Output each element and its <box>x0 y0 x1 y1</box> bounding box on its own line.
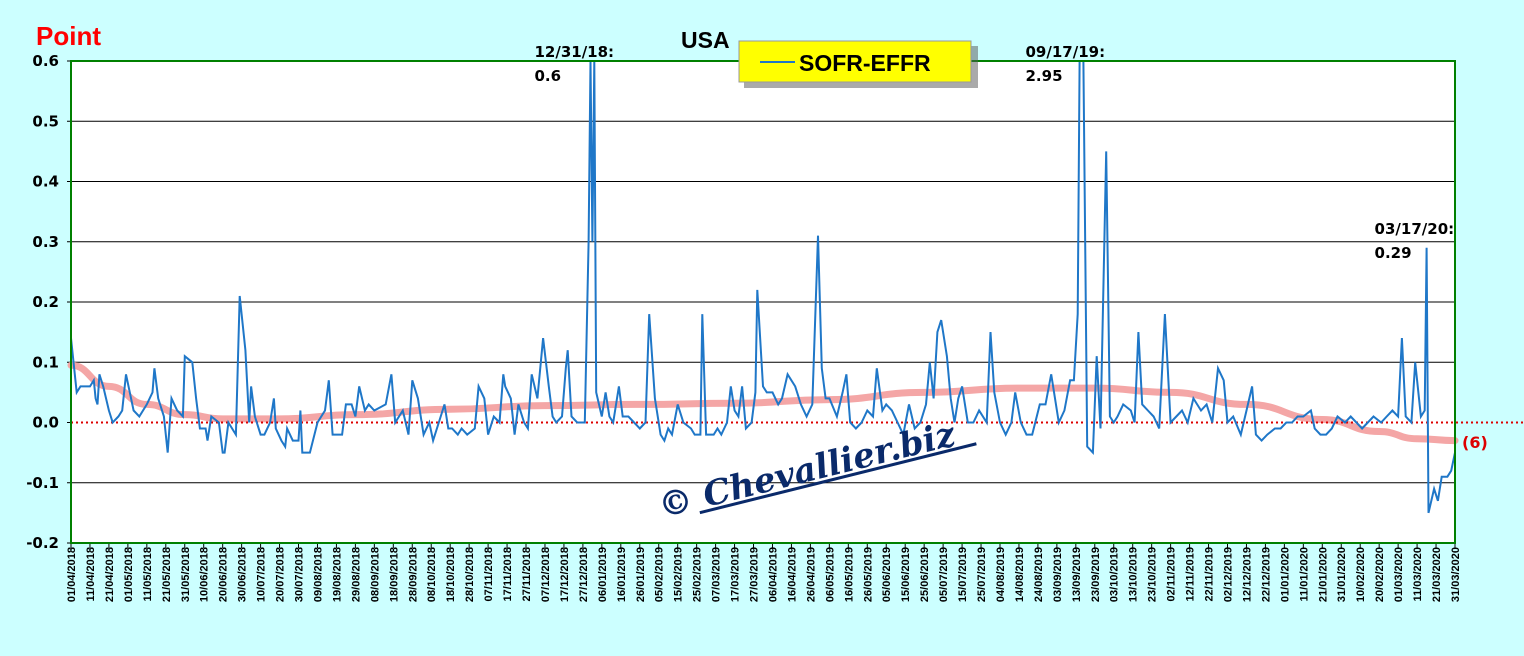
x-tick-label: 21/01/2020 <box>1317 547 1329 602</box>
x-tick-label: 25/02/2019 <box>692 547 704 602</box>
x-tick-label: 24/08/2019 <box>1033 547 1045 602</box>
x-tick-label: 08/10/2018 <box>426 547 438 602</box>
x-tick-label: 21/05/2018 <box>161 547 173 602</box>
x-tick-label: 11/01/2020 <box>1298 547 1310 601</box>
y-tick-label: 0.2 <box>32 293 59 311</box>
x-tick-label: 15/06/2019 <box>900 547 912 602</box>
x-tick-label: 02/11/2019 <box>1166 547 1178 601</box>
legend-label: SOFR-EFFR <box>799 50 931 76</box>
x-tick-label: 03/09/2019 <box>1052 547 1064 602</box>
x-tick-label: 11/05/2018 <box>142 547 154 601</box>
x-tick-label: 12/12/2019 <box>1241 547 1253 602</box>
x-tick-label: 17/03/2019 <box>730 547 742 602</box>
x-tick-label: 13/10/2019 <box>1128 547 1140 602</box>
annotation-date: 03/17/20: <box>1375 220 1455 238</box>
x-tick-label: 26/04/2019 <box>805 547 817 602</box>
x-tick-label: 01/01/2020 <box>1279 547 1291 602</box>
x-tick-label: 10/02/2020 <box>1355 547 1367 602</box>
annotation-value: 0.6 <box>534 67 561 85</box>
series-line-sofr-effr <box>70 60 1456 514</box>
x-tick-label: 17/12/2018 <box>559 547 571 602</box>
chart-title: USA <box>681 27 730 53</box>
y-tick-label: -0.2 <box>26 534 59 552</box>
annotation-date: 09/17/19: <box>1026 43 1106 61</box>
x-tick-label: 19/08/2018 <box>331 547 343 602</box>
x-tick-label: 06/05/2019 <box>824 547 836 602</box>
x-tick-label: 21/03/2020 <box>1431 547 1443 602</box>
x-tick-label: 13/09/2019 <box>1071 547 1083 602</box>
y-tick-label: 0.6 <box>32 52 59 70</box>
x-tick-label: 20/02/2020 <box>1374 547 1386 602</box>
x-tick-label: 01/04/2018 <box>66 547 78 602</box>
x-tick-label: 31/01/2020 <box>1336 547 1348 602</box>
x-tick-label: 23/09/2019 <box>1090 547 1102 602</box>
x-tick-label: 21/04/2018 <box>104 547 116 602</box>
y-tick-label: 0.3 <box>32 233 59 251</box>
y-axis-label: Point <box>36 21 101 51</box>
x-tick-label: 30/06/2018 <box>237 547 249 602</box>
x-tick-label: 10/07/2018 <box>256 547 268 602</box>
x-tick-label: 20/06/2018 <box>218 547 230 602</box>
x-tick-label: 07/12/2018 <box>540 547 552 602</box>
x-tick-label: 02/12/2019 <box>1222 547 1234 602</box>
x-tick-label: 11/03/2020 <box>1412 547 1424 601</box>
annotation-date: 12/31/18: <box>534 43 614 61</box>
x-tick-label: 26/01/2019 <box>635 547 647 602</box>
x-tick-label: 31/03/2020 <box>1450 547 1462 602</box>
x-tick-label: 27/03/2019 <box>749 547 761 602</box>
x-tick-label: 18/09/2018 <box>388 547 400 602</box>
x-tick-label: 01/03/2020 <box>1393 547 1405 602</box>
x-tick-label: 16/01/2019 <box>616 547 628 602</box>
x-tick-label: 04/08/2019 <box>995 547 1007 602</box>
annotation-value: 0.29 <box>1375 244 1412 262</box>
y-tick-label: 0.1 <box>32 353 59 371</box>
x-tick-label: 17/11/2018 <box>502 547 514 601</box>
x-tick-label: 09/08/2018 <box>312 547 324 602</box>
x-tick-label: 06/04/2019 <box>767 547 779 602</box>
y-tick-label: 0.0 <box>32 414 59 432</box>
y-tick-label: -0.1 <box>26 474 59 492</box>
x-tick-label: 07/11/2018 <box>483 547 495 601</box>
x-tick-label: 25/07/2019 <box>976 547 988 602</box>
x-tick-label: 15/07/2019 <box>957 547 969 602</box>
x-tick-label: 07/03/2019 <box>711 547 723 602</box>
x-tick-label: 31/05/2018 <box>180 547 192 602</box>
x-tick-label: 03/10/2019 <box>1109 547 1121 602</box>
x-tick-label: 22/12/2019 <box>1260 547 1272 602</box>
watermark-underline <box>699 442 977 515</box>
x-tick-label: 11/04/2018 <box>85 547 97 601</box>
x-tick-label: 14/08/2019 <box>1014 547 1026 602</box>
legend: SOFR-EFFR <box>738 40 978 88</box>
x-tick-label: 18/10/2018 <box>445 547 457 602</box>
x-tick-label: 28/10/2018 <box>464 547 476 602</box>
x-tick-label: 26/05/2019 <box>862 547 874 602</box>
x-tick-label: 12/11/2019 <box>1185 547 1197 601</box>
y-tick-label: 0.5 <box>32 112 59 130</box>
x-tick-label: 16/05/2019 <box>843 547 855 602</box>
annotation-value: 2.95 <box>1026 67 1063 85</box>
x-tick-label: 05/06/2019 <box>881 547 893 602</box>
x-tick-label: 27/11/2018 <box>521 547 533 601</box>
x-tick-label: 10/06/2018 <box>199 547 211 602</box>
trend-degree-label: (6) <box>1462 433 1488 452</box>
x-tick-label: 06/01/2019 <box>597 547 609 602</box>
x-tick-label: 16/04/2019 <box>786 547 798 602</box>
x-tick-label: 22/11/2019 <box>1204 547 1216 601</box>
x-tick-label: 29/08/2018 <box>350 547 362 602</box>
x-tick-label: 05/02/2019 <box>654 547 666 602</box>
x-tick-label: 15/02/2019 <box>673 547 685 602</box>
x-tick-label: 27/12/2018 <box>578 547 590 602</box>
x-tick-label: 25/06/2019 <box>919 547 931 602</box>
x-tick-label: 01/05/2018 <box>123 547 135 602</box>
x-tick-label: 30/07/2018 <box>294 547 306 602</box>
x-tick-label: 05/07/2019 <box>938 547 950 602</box>
x-tick-label: 23/10/2019 <box>1147 547 1159 602</box>
x-tick-label: 28/09/2018 <box>407 547 419 602</box>
x-tick-label: 20/07/2018 <box>275 547 287 602</box>
x-tick-label: 08/09/2018 <box>369 547 381 602</box>
y-tick-label: 0.4 <box>32 173 59 191</box>
